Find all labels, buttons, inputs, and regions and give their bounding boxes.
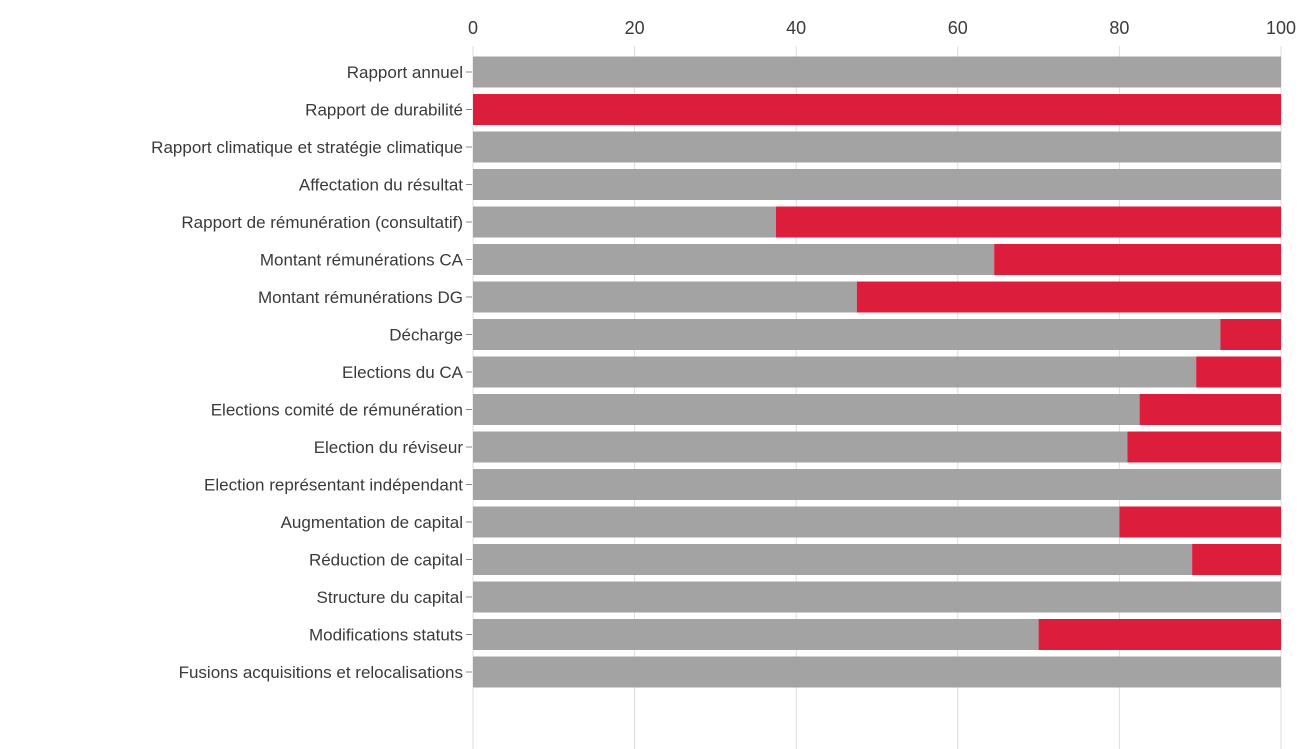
category-label: Affectation du résultat — [299, 176, 463, 195]
bar-segment-grey — [473, 431, 1128, 463]
bar-segment-grey — [473, 356, 1197, 388]
category-label: Montant rémunérations CA — [260, 251, 464, 270]
bar-segment-red — [1139, 394, 1281, 425]
bar-segment-grey — [473, 544, 1193, 575]
bar-segment-red — [776, 206, 1281, 238]
bar-segment-red — [994, 244, 1281, 275]
bar-segment-grey — [473, 319, 1221, 350]
category-label: Elections comité de rémunération — [211, 401, 463, 420]
bar-segment-red — [1127, 431, 1281, 463]
x-tick-label: 20 — [625, 18, 645, 38]
category-label: Augmentation de capital — [281, 513, 463, 532]
category-label: Election représentant indépendant — [204, 476, 463, 495]
category-label: Elections du CA — [342, 363, 464, 382]
category-label: Montant rémunérations DG — [258, 288, 463, 307]
bar-segment-grey — [473, 169, 1281, 200]
category-label: Modifications statuts — [309, 626, 463, 645]
bar-segment-grey — [473, 469, 1281, 500]
category-label: Rapport annuel — [347, 63, 463, 82]
x-tick-label: 100 — [1266, 18, 1296, 38]
category-label: Fusions acquisitions et relocalisations — [179, 663, 463, 682]
bar-segment-grey — [473, 656, 1281, 688]
bar-segment-grey — [473, 206, 776, 238]
bar-segment-red — [1038, 619, 1281, 650]
bar-segment-grey — [473, 581, 1281, 613]
bar-segment-grey — [473, 619, 1039, 650]
bar-segment-grey — [473, 131, 1281, 163]
bar-segment-grey — [473, 56, 1281, 88]
bar-segment-red — [1192, 544, 1281, 575]
bar-segment-red — [1119, 506, 1281, 538]
bar-segment-grey — [473, 506, 1120, 538]
bar-segment-red — [1196, 356, 1281, 388]
bar-segment-red — [1220, 319, 1281, 350]
category-label: Décharge — [389, 326, 463, 345]
x-tick-label: 80 — [1109, 18, 1129, 38]
x-tick-label: 40 — [786, 18, 806, 38]
category-label: Rapport de durabilité — [305, 101, 463, 120]
category-label: Rapport climatique et stratégie climatiq… — [151, 138, 463, 157]
bar-segment-red — [856, 281, 1281, 313]
bar-segment-red — [473, 94, 1281, 125]
bar-segment-grey — [473, 394, 1140, 425]
category-label: Structure du capital — [317, 588, 463, 607]
bars-layer — [473, 56, 1281, 688]
axis-layer: 0 20 40 60 80 100 — [466, 18, 1296, 673]
bar-segment-grey — [473, 281, 857, 313]
category-labels: Rapport annuel Rapport de durabilité Rappo… — [151, 63, 463, 682]
category-label: Election du réviseur — [314, 438, 464, 457]
x-tick-label: 0 — [468, 18, 478, 38]
bar-segment-grey — [473, 244, 995, 275]
category-label: Réduction de capital — [309, 551, 463, 570]
x-tick-label: 60 — [948, 18, 968, 38]
category-label: Rapport de rémunération (consultatif) — [181, 213, 463, 232]
